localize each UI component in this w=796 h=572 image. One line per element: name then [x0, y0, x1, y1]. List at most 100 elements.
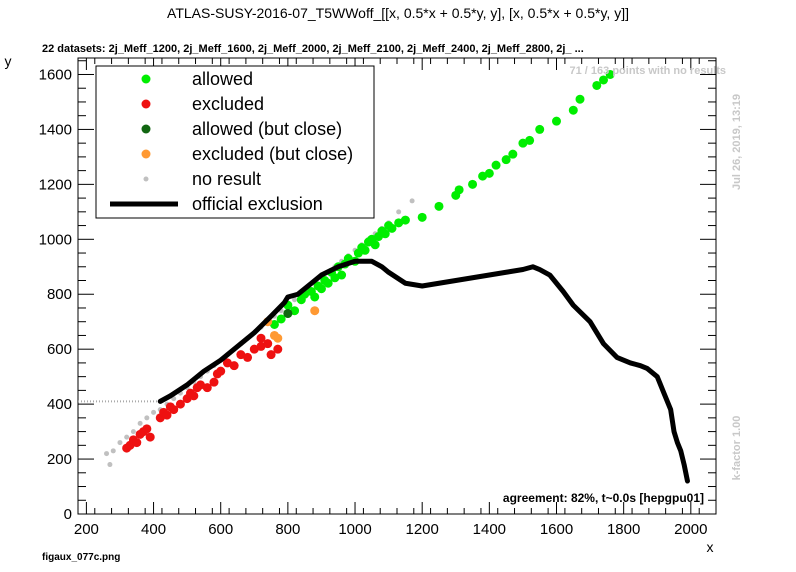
point-excluded-but-close — [273, 333, 283, 343]
point-allowed — [525, 135, 535, 145]
point-excluded — [169, 405, 179, 415]
no-results-note: 71 / 163 points with no results — [570, 65, 726, 77]
point-allowed — [501, 155, 511, 165]
kfactor-stamp: k-factor 1.00 — [731, 416, 743, 481]
point-excluded — [266, 350, 276, 360]
legend-label: excluded (but close) — [192, 144, 353, 164]
point-no-result — [144, 415, 150, 421]
point-no-result — [130, 429, 136, 435]
x-tick-label: 1600 — [540, 521, 573, 538]
point-excluded — [273, 344, 283, 354]
x-tick-label: 1400 — [473, 521, 506, 538]
point-no-result — [124, 434, 130, 440]
point-no-result — [396, 209, 402, 215]
point-excluded — [229, 361, 239, 371]
point-allowed-but-close — [283, 308, 293, 318]
point-allowed — [316, 284, 326, 294]
point-excluded — [175, 399, 185, 409]
x-tick-label: 600 — [208, 521, 233, 538]
point-allowed — [491, 160, 501, 170]
agreement-note: agreement: 82%, t~0.0s [hepgpu01] — [503, 491, 704, 505]
point-allowed — [323, 278, 333, 288]
y-tick-label: 1000 — [39, 231, 72, 248]
y-axis-label: y — [5, 53, 12, 69]
x-tick-label: 400 — [141, 521, 166, 538]
y-tick-label: 1400 — [39, 121, 72, 138]
point-allowed — [417, 212, 427, 222]
legend-label: allowed (but close) — [192, 119, 342, 139]
y-tick-label: 400 — [47, 396, 72, 413]
point-excluded — [209, 377, 219, 387]
x-tick-label: 1200 — [405, 521, 438, 538]
chart-title: ATLAS-SUSY-2016-07_T5WWoff_[[x, 0.5*x + … — [167, 5, 629, 21]
point-allowed — [434, 201, 444, 211]
y-tick-label: 0 — [64, 506, 72, 523]
point-allowed — [370, 240, 380, 250]
point-excluded — [202, 383, 212, 393]
point-excluded — [132, 438, 142, 448]
point-allowed — [599, 75, 609, 85]
y-tick-label: 1200 — [39, 176, 72, 193]
legend-box — [95, 65, 375, 219]
point-no-result — [117, 440, 123, 446]
point-no-result — [292, 297, 298, 303]
point-excluded — [145, 432, 155, 442]
legend-marker — [143, 176, 149, 182]
y-tick-label: 600 — [47, 341, 72, 358]
legend-label: official exclusion — [192, 194, 323, 214]
point-excluded — [189, 391, 199, 401]
point-no-result — [137, 420, 143, 426]
legend: allowed excluded allowed (but close) exclud… — [95, 65, 375, 219]
x-tick-label: 200 — [74, 521, 99, 538]
point-excluded — [216, 366, 226, 376]
point-allowed — [552, 116, 561, 126]
point-allowed — [387, 223, 397, 233]
x-tick-label: 800 — [275, 521, 300, 538]
point-excluded — [243, 352, 253, 362]
chart-subtitle: 22 datasets: 2j_Meff_1200, 2j_Meff_1600,… — [42, 43, 584, 55]
point-no-result — [151, 409, 157, 415]
legend-marker — [141, 149, 151, 159]
axis-ticks: 200 400 600 800 1000 1200 1400 1600 1800 20000200… — [39, 58, 717, 538]
legend-marker — [141, 99, 151, 109]
x-tick-label: 2000 — [674, 521, 707, 538]
y-tick-label: 800 — [47, 286, 72, 303]
x-tick-label: 1800 — [607, 521, 640, 538]
point-allowed — [454, 185, 464, 195]
y-tick-label: 1600 — [39, 66, 72, 83]
point-allowed — [468, 179, 478, 189]
point-allowed — [360, 245, 370, 255]
point-allowed — [484, 168, 494, 178]
point-allowed — [508, 149, 518, 159]
point-excluded — [162, 410, 172, 420]
point-allowed — [592, 80, 602, 90]
point-allowed — [605, 69, 615, 79]
point-allowed — [337, 270, 347, 280]
legend-marker — [141, 74, 151, 84]
point-no-result — [409, 198, 415, 204]
legend-label: allowed — [192, 69, 253, 89]
point-allowed — [535, 124, 545, 134]
exclusion-line — [157, 258, 690, 484]
point-excluded-but-close — [310, 306, 320, 316]
point-allowed — [568, 105, 578, 115]
point-no-result — [110, 448, 116, 454]
point-allowed — [276, 314, 286, 324]
point-allowed — [380, 229, 390, 239]
point-excluded — [263, 339, 273, 349]
filename-label: figaux_077c.png — [42, 552, 120, 563]
legend-label: no result — [192, 169, 261, 189]
x-tick-label: 1000 — [338, 521, 371, 538]
point-allowed — [575, 94, 585, 104]
point-no-result — [104, 451, 110, 457]
x-axis-label: x — [707, 539, 714, 555]
exclusion-line-layer — [157, 258, 690, 484]
point-excluded — [142, 424, 152, 434]
date-stamp: Jul 26, 2019, 13:19 — [731, 94, 743, 190]
point-excluded — [256, 333, 266, 343]
point-allowed — [310, 292, 320, 302]
legend-label: excluded — [192, 94, 264, 114]
point-no-result — [107, 462, 113, 468]
legend-marker — [141, 124, 151, 134]
